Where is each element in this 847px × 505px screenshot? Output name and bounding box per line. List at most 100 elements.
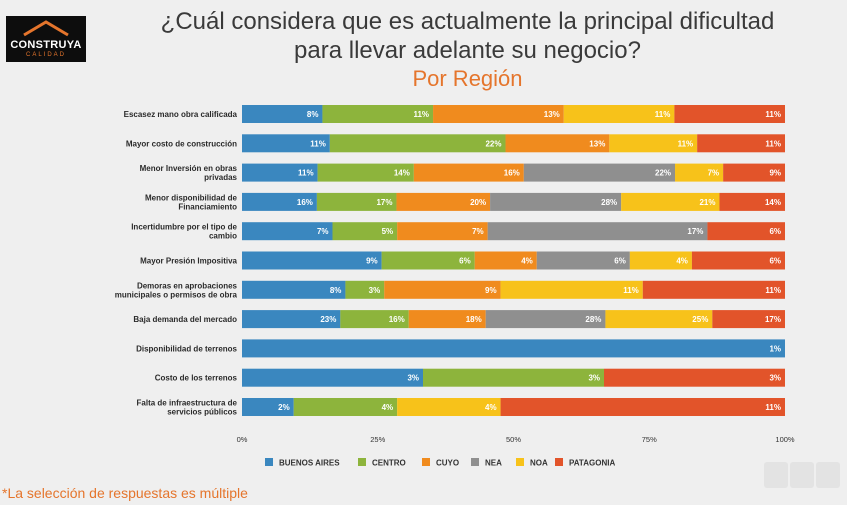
category-label: Menor Inversión en obras privadas [140,164,238,182]
bar-segment [674,105,785,123]
bar-segment [340,310,409,329]
category-label: Escasez mano obra calificada [124,110,238,119]
bar-segment [697,134,785,153]
x-tick-label: 100% [775,435,795,444]
data-label: 13% [589,139,605,148]
x-tick-label: 75% [642,435,657,444]
bar-segment [433,105,564,123]
faint-icon-2 [790,462,814,488]
bar-segment [384,280,501,299]
bar-segment [413,163,524,182]
data-label: 17% [687,227,703,236]
bar-segment [397,398,501,416]
bar-segment [500,398,785,416]
legend-label: CUYO [436,459,459,468]
data-label: 22% [655,169,671,178]
data-label: 9% [769,169,781,178]
bar-segment [397,222,488,241]
category-label: Costo de los terrenos [155,374,238,383]
data-label: 6% [769,257,781,266]
data-label: 16% [297,198,313,207]
legend-label: PATAGONIA [569,459,615,468]
data-label: 4% [485,403,497,412]
data-label: 3% [407,374,419,383]
category-label: Demoras en aprobaciones municipales o per… [115,281,238,299]
category-label: Incertidumbre por el tipo de cambio [131,223,237,241]
category-label: Mayor Presión Impositiva [140,257,237,266]
data-label: 22% [485,139,501,148]
x-tick-label: 0% [237,435,248,444]
data-label: 1% [769,344,781,353]
legend-swatch [265,458,273,466]
data-label: 3% [769,374,781,383]
bar-segment [242,310,341,329]
bar-segment [675,163,724,182]
data-label: 17% [765,315,781,324]
bar-segment [500,280,643,299]
data-label: 6% [459,257,471,266]
data-label: 16% [504,169,520,178]
bar-segment [485,310,606,329]
faint-icon-1 [764,462,788,488]
bar-segment [723,163,785,182]
bar-segment [396,192,491,211]
data-label: 6% [614,257,626,266]
data-label: 5% [382,227,394,236]
bar-segment [487,222,708,241]
footnote: *La selección de respuestas es múltiple [2,485,248,501]
bar-segment [329,134,506,153]
bar-segment [474,251,537,270]
bar-segment [242,339,785,358]
data-label: 4% [382,403,394,412]
logo-brand: CONSTRUYA [10,39,82,51]
legend-label: NEA [485,459,502,468]
bar-segment [317,163,414,182]
data-label: 16% [389,315,405,324]
bar-segment [316,192,397,211]
legend-label: BUENOS AIRES [279,459,340,468]
data-label: 20% [470,198,486,207]
bar-segment [408,310,486,329]
data-label: 11% [765,403,781,412]
bar-segment [490,192,622,211]
title-line-2: para llevar adelante su negocio? [294,37,641,64]
data-label: 11% [765,139,781,148]
bar-segment [536,251,630,270]
category-label: Falta de infraestructura de servicios púb… [137,399,238,417]
category-label: Mayor costo de construcción [126,139,237,148]
bar-segment [381,251,475,270]
data-label: 4% [521,257,533,266]
category-label: Disponibilidad de terrenos [136,344,237,353]
bar-segment [621,192,720,211]
data-label: 7% [317,227,329,236]
data-label: 11% [310,139,326,148]
data-label: 7% [708,169,720,178]
bar-segment [322,105,434,123]
bar-segment [242,368,423,387]
bar-segment [523,163,676,182]
data-label: 3% [369,286,381,295]
category-label: Menor disponibilidad de Financiamiento [145,193,238,211]
bar-segment [242,105,323,123]
data-label: 28% [585,315,601,324]
bar-segment [242,280,346,299]
data-label: 17% [376,198,392,207]
legend-swatch [358,458,366,466]
x-tick-label: 25% [370,435,385,444]
data-label: 25% [692,315,708,324]
legend-swatch [471,458,479,466]
data-label: 14% [394,169,410,178]
logo-tagline: CALIDAD [25,52,66,58]
legend-label: CENTRO [372,459,406,468]
data-label: 7% [472,227,484,236]
title-line-1: ¿Cuál considera que es actualmente la pr… [160,8,775,35]
bar-segment [629,251,692,270]
legend-label: NOA [530,459,548,468]
bar-segment [604,368,785,387]
bar-segment [642,280,785,299]
bar-segment [691,251,785,270]
data-label: 11% [678,139,694,148]
data-label: 6% [769,227,781,236]
bar-segment [242,398,294,416]
